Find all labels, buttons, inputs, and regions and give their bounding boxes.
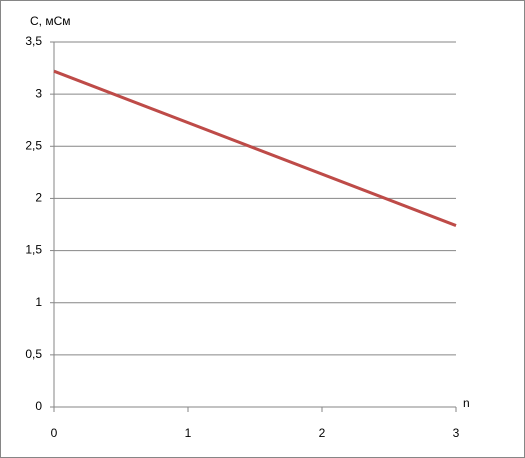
- y-tick-label: 2,5: [25, 138, 42, 152]
- y-tick-label: 1: [35, 295, 42, 309]
- x-tick-label: 3: [453, 426, 460, 440]
- x-tick-label: 0: [51, 426, 58, 440]
- x-axis-label: n: [463, 396, 470, 410]
- x-tick-label: 1: [185, 426, 192, 440]
- y-tick-label: 2: [35, 191, 42, 205]
- y-tick-label: 1,5: [25, 243, 42, 257]
- y-tick-label: 3: [35, 86, 42, 100]
- x-tick-label: 2: [319, 426, 326, 440]
- y-tick-label: 0: [35, 399, 42, 413]
- y-tick-label: 3,5: [25, 34, 42, 48]
- y-tick-label: 0,5: [25, 347, 42, 361]
- data-line: [53, 69, 457, 227]
- y-axis-label: C, мСм: [30, 14, 71, 28]
